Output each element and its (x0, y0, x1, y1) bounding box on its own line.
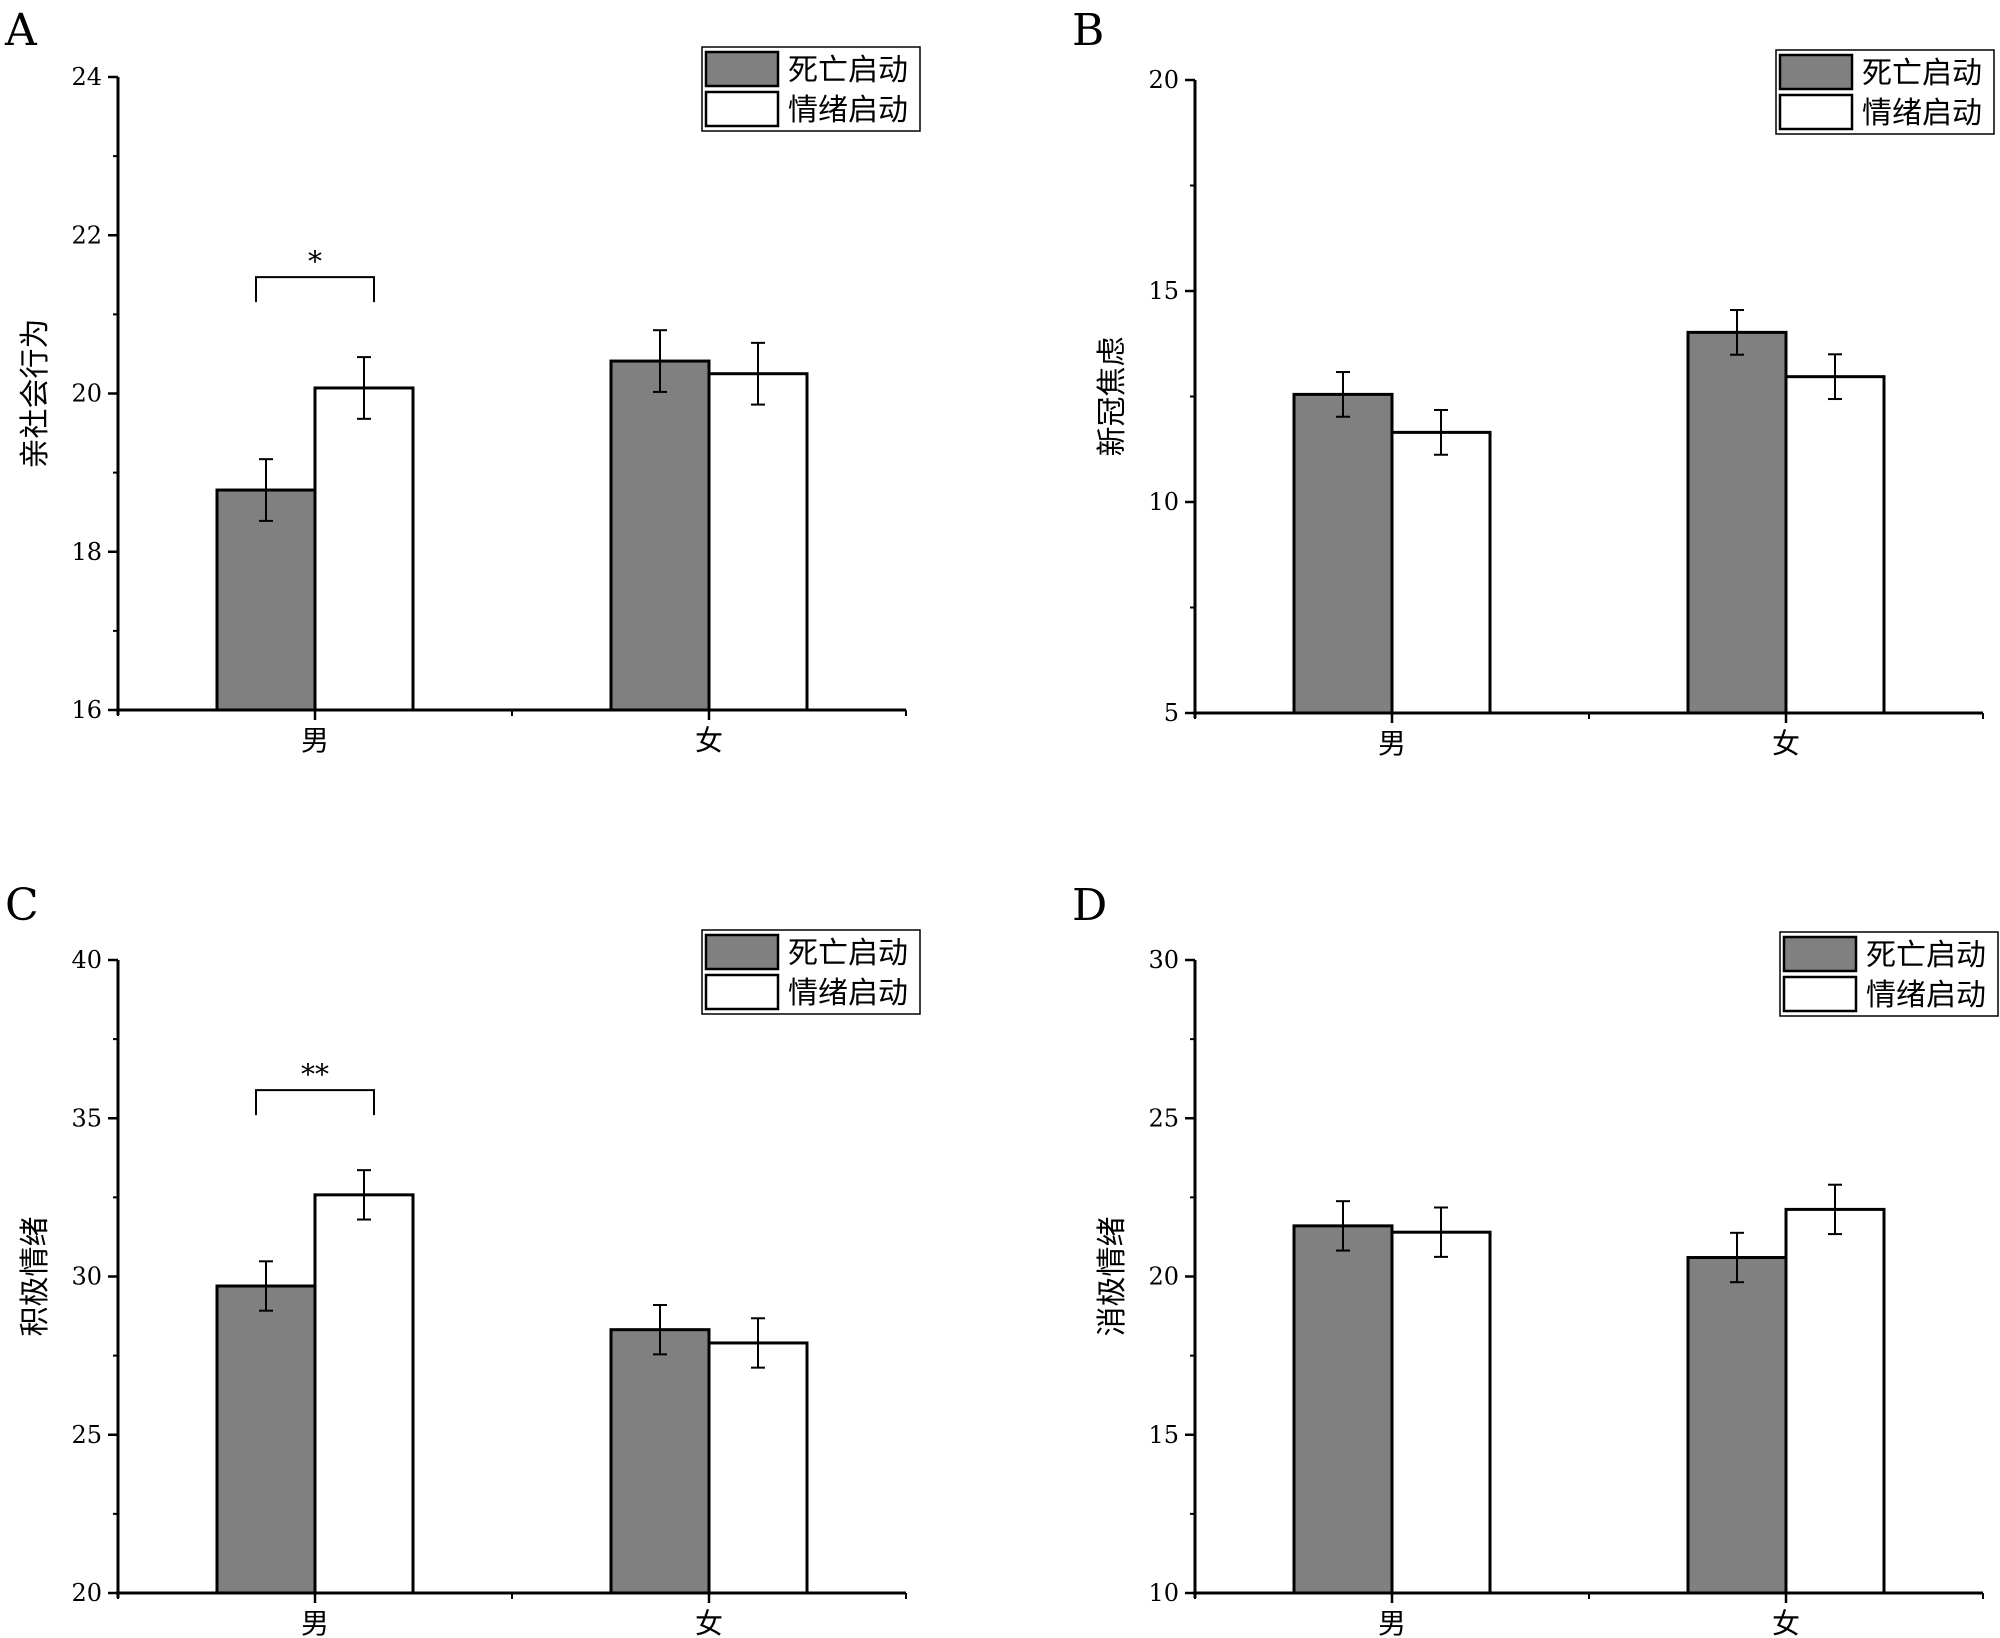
legend-swatch (1782, 975, 1858, 1013)
bar-emotion-prime (313, 1193, 415, 1595)
legend-swatch (704, 90, 780, 128)
legend-label: 死亡启动 (788, 53, 908, 88)
y-tick-label: 22 (71, 221, 102, 249)
y-tick-label: 30 (1148, 946, 1179, 974)
panel-label: A (4, 5, 38, 56)
legend-label: 情绪启动 (1862, 96, 1982, 131)
y-tick-label: 40 (71, 946, 102, 974)
y-tick-label: 30 (71, 1263, 102, 1291)
y-tick-label: 5 (1164, 699, 1179, 727)
x-tick-label: 男 (1378, 1607, 1406, 1638)
bar-emotion-prime (1784, 375, 1886, 715)
panel-label: D (1072, 880, 1107, 931)
bar-death-prime (1686, 330, 1788, 715)
bar-death-prime (215, 1284, 317, 1595)
x-tick-label: 男 (1378, 727, 1406, 760)
bar-emotion-prime (313, 386, 415, 712)
bar-death-prime (215, 488, 317, 712)
y-tick-label: 15 (1148, 1421, 1179, 1449)
x-tick-label: 男 (301, 724, 329, 757)
x-tick-label: 女 (1772, 727, 1800, 760)
x-tick-label: 女 (1772, 1607, 1800, 1638)
legend-swatch (704, 933, 780, 971)
bar-emotion-prime (1784, 1207, 1886, 1595)
legend-swatch (1778, 93, 1854, 131)
bar-death-prime (609, 359, 711, 712)
panel-label: C (5, 880, 39, 931)
y-tick-label: 20 (1148, 66, 1179, 94)
legend-label: 情绪启动 (788, 976, 908, 1011)
y-tick-label: 35 (71, 1104, 102, 1132)
significance-label: ** (301, 1058, 329, 1091)
legend-swatch (1778, 53, 1854, 91)
bar-death-prime (1292, 392, 1394, 715)
y-tick-label: 20 (1148, 1263, 1179, 1291)
bar-emotion-prime (707, 372, 809, 712)
bar-emotion-prime (707, 1341, 809, 1595)
y-tick-label: 24 (71, 63, 102, 91)
x-tick-label: 女 (695, 1607, 723, 1638)
y-tick-label: 10 (1148, 1579, 1179, 1607)
legend-label: 死亡启动 (1866, 938, 1986, 973)
bar-death-prime (1686, 1256, 1788, 1595)
legend-label: 情绪启动 (788, 93, 908, 128)
y-axis-label: 新冠焦虑 (1095, 337, 1130, 457)
significance-bracket (255, 276, 375, 303)
bar-emotion-prime (1390, 1230, 1492, 1595)
y-tick-label: 25 (1148, 1104, 1179, 1132)
x-tick-label: 男 (301, 1607, 329, 1638)
y-tick-label: 15 (1148, 277, 1179, 305)
panel-label: B (1072, 5, 1104, 56)
significance-bracket (255, 1089, 375, 1116)
bar-death-prime (609, 1328, 711, 1595)
legend-label: 死亡启动 (788, 936, 908, 971)
bar-emotion-prime (1390, 430, 1492, 715)
legend-label: 死亡启动 (1862, 56, 1982, 91)
y-tick-label: 20 (71, 380, 102, 408)
bar-death-prime (1292, 1224, 1394, 1595)
y-tick-label: 20 (71, 1579, 102, 1607)
y-tick-label: 18 (71, 538, 102, 566)
y-tick-label: 25 (71, 1421, 102, 1449)
legend-label: 情绪启动 (1866, 978, 1986, 1013)
y-axis-label: 亲社会行为 (18, 319, 53, 469)
y-axis-label: 积极情绪 (18, 1217, 53, 1337)
y-tick-label: 10 (1148, 488, 1179, 516)
legend-swatch (1782, 935, 1858, 973)
legend-swatch (704, 973, 780, 1011)
y-axis-label: 消极情绪 (1095, 1217, 1130, 1337)
significance-label: * (308, 245, 322, 278)
x-tick-label: 女 (695, 724, 723, 757)
legend-swatch (704, 50, 780, 88)
y-tick-label: 16 (71, 696, 102, 724)
